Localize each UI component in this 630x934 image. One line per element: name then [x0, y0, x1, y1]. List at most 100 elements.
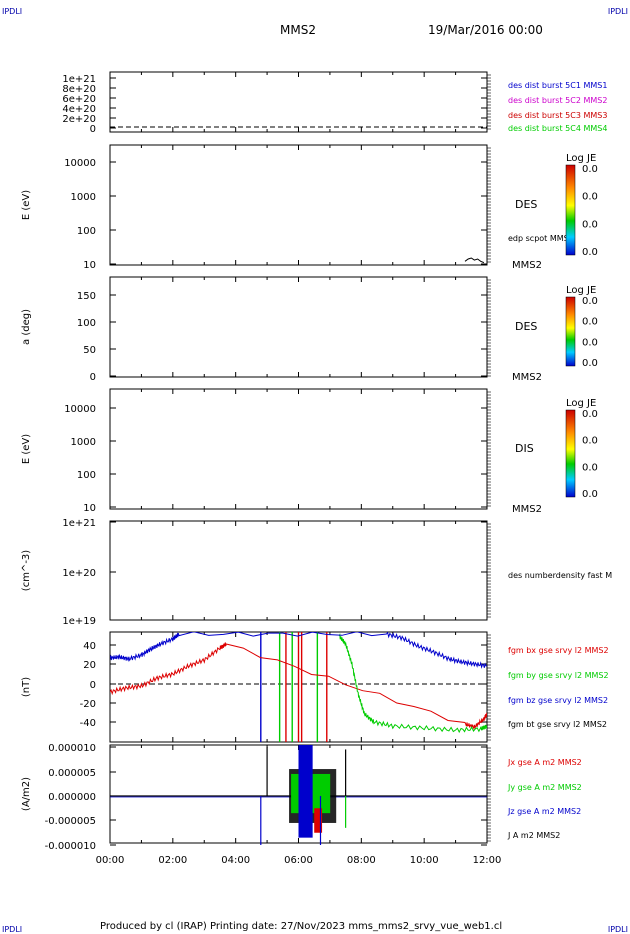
plot-title: MMS2 — [280, 23, 316, 37]
colorbar-tick-label: 0.0 — [582, 192, 598, 203]
y-tick-label: 100 — [77, 226, 96, 237]
legend-entry: fgm by gse srvy l2 MMS2 — [508, 671, 609, 680]
y-tick-label: 150 — [77, 291, 96, 302]
legend-entry: Jx gse A m2 MMS2 — [507, 758, 582, 767]
y-tick-label: 0.000000 — [48, 792, 96, 803]
colorbar-title: Log JE — [566, 398, 596, 409]
y-tick-label: 1e+20 — [62, 568, 96, 579]
x-tick-label: 08:00 — [347, 855, 376, 866]
fgm-plot-area — [110, 632, 487, 742]
y-axis-label: E (eV) — [21, 190, 32, 220]
colorbar-title: Log JE — [566, 153, 596, 164]
colorbar-tick-label: 0.0 — [582, 296, 598, 307]
legend-entry: des dist burst 5C2 MMS2 — [508, 96, 607, 105]
y-axis-label: (cm^-3) — [21, 550, 32, 591]
plot-date: 19/Mar/2016 00:00 — [428, 23, 543, 37]
colorbar-tick-label: 0.0 — [582, 409, 598, 420]
y-tick-label: 4e+20 — [62, 104, 96, 115]
y-tick-label: 0 — [90, 124, 96, 135]
spacecraft-label: MMS2 — [512, 260, 542, 271]
panel-frame — [109, 276, 488, 378]
colorbar — [565, 409, 576, 498]
legend-entry: des dist burst 5C3 MMS3 — [508, 111, 607, 120]
spacecraft-label: MMS2 — [512, 504, 542, 515]
x-tick-label: 02:00 — [158, 855, 187, 866]
sublabel: edp scpot MMS2 — [508, 234, 574, 243]
y-tick-label: 0 — [90, 680, 96, 691]
corner-label-top-left: IPDLI — [2, 7, 22, 16]
colorbar-tick-label: 0.0 — [582, 462, 598, 473]
colorbar — [565, 164, 576, 256]
panel-current: 0.000010 0.000005 0.000000 -0.000005 -0.0000… — [21, 743, 582, 852]
corner-label-bottom-left: IPDLI — [2, 925, 22, 934]
legend-entry: fgm bx gse srvy l2 MMS2 — [508, 646, 609, 655]
y-tick-label: 1000 — [71, 192, 96, 203]
panel-frame — [109, 388, 488, 510]
legend-entry: des numberdensity fast M — [508, 571, 612, 580]
y-tick-label: 100 — [77, 470, 96, 481]
legend-entry: Jy gse A m2 MMS2 — [507, 783, 582, 792]
x-tick-label: 00:00 — [96, 855, 125, 866]
y-tick-label: 20 — [83, 660, 96, 671]
y-axis-label: E (eV) — [21, 434, 32, 464]
footer-text: Produced by cl (IRAP) Printing date: 27/… — [100, 921, 502, 932]
y-tick-label: -40 — [80, 718, 96, 729]
x-tick-label: 10:00 — [410, 855, 439, 866]
series-line-by — [338, 632, 487, 734]
y-tick-label: 2e+20 — [62, 114, 96, 125]
colorbar-tick-label: 0.0 — [582, 164, 598, 175]
burst-envelope-jz — [298, 745, 313, 838]
y-tick-label: 8e+20 — [62, 84, 96, 95]
spacecraft-label: MMS2 — [512, 372, 542, 383]
colorbar-tick-label: 0.0 — [582, 436, 598, 447]
y-tick-label: 40 — [83, 641, 96, 652]
legend-entry: des dist burst 5C1 MMS1 — [508, 81, 607, 90]
burst-envelope-jx — [314, 808, 323, 833]
y-tick-label: 0.000010 — [48, 743, 96, 754]
y-tick-label: -0.000010 — [45, 841, 96, 852]
y-tick-label: 1000 — [71, 437, 96, 448]
corner-label-bottom-right: IPDLI — [608, 925, 628, 934]
series-line-bx — [110, 642, 487, 730]
colorbar-tick-label: 0.0 — [582, 247, 598, 258]
y-tick-label: 0.000005 — [48, 768, 96, 779]
colorbar-tick-label: 0.0 — [582, 219, 598, 230]
legend-entry: fgm bt gse srvy l2 MMS2 — [508, 720, 607, 729]
y-tick-label: 50 — [83, 345, 96, 356]
y-tick-label: 6e+20 — [62, 94, 96, 105]
legend-entry: Jz gse A m2 MMS2 — [507, 807, 581, 816]
legend-entry: fgm bz gse srvy l2 MMS2 — [508, 696, 608, 705]
y-axis-label: (A/m2) — [21, 777, 32, 811]
corner-label-top-right: IPDLI — [608, 7, 628, 16]
scpot-series-line — [464, 257, 485, 264]
y-tick-label: 1e+21 — [62, 518, 96, 529]
series-line-bz — [110, 632, 487, 669]
y-tick-label: 0 — [90, 372, 96, 383]
y-tick-label: -0.000005 — [45, 816, 96, 827]
panel-des_energy: 10000 1000 100 10 E (eV) DES edp scpot MMS2 MMS… — [21, 144, 598, 271]
y-tick-label: 100 — [77, 318, 96, 329]
colorbar-tick-label: 0.0 — [582, 337, 598, 348]
y-tick-label: 10000 — [64, 158, 96, 169]
colorbar-tick-label: 0.0 — [582, 489, 598, 500]
y-tick-label: -20 — [80, 699, 96, 710]
colorbar-title: Log JE — [566, 285, 596, 296]
instrument-label: DES — [515, 320, 537, 333]
panel-density: 1e+21 1e+20 1e+19 (cm^-3) des numberdensity … — [21, 518, 612, 627]
y-tick-label: 1e+19 — [62, 616, 96, 627]
y-tick-label: 10 — [83, 260, 96, 271]
panel-frame — [109, 520, 488, 621]
panel-frame — [109, 71, 488, 133]
y-axis-label: a (deg) — [21, 309, 32, 345]
panel-fgm: 40 20 0 -20 -40 (nT) fgm bx gse srvy l2 MMS2 fg… — [21, 631, 609, 743]
colorbar — [565, 296, 576, 367]
panel-frame — [109, 144, 488, 266]
colorbar-tick-label: 0.0 — [582, 317, 598, 328]
legend-entry: des dist burst 5C4 MMS4 — [508, 124, 607, 133]
x-tick-label: 12:00 — [473, 855, 502, 866]
